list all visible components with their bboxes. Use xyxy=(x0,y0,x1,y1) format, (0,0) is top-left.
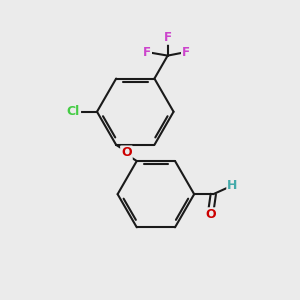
Text: Cl: Cl xyxy=(67,105,80,118)
Text: F: F xyxy=(143,46,151,59)
Text: O: O xyxy=(121,146,132,159)
Text: O: O xyxy=(205,208,216,221)
Text: F: F xyxy=(182,46,190,59)
Text: F: F xyxy=(164,31,172,44)
Text: H: H xyxy=(227,179,238,192)
